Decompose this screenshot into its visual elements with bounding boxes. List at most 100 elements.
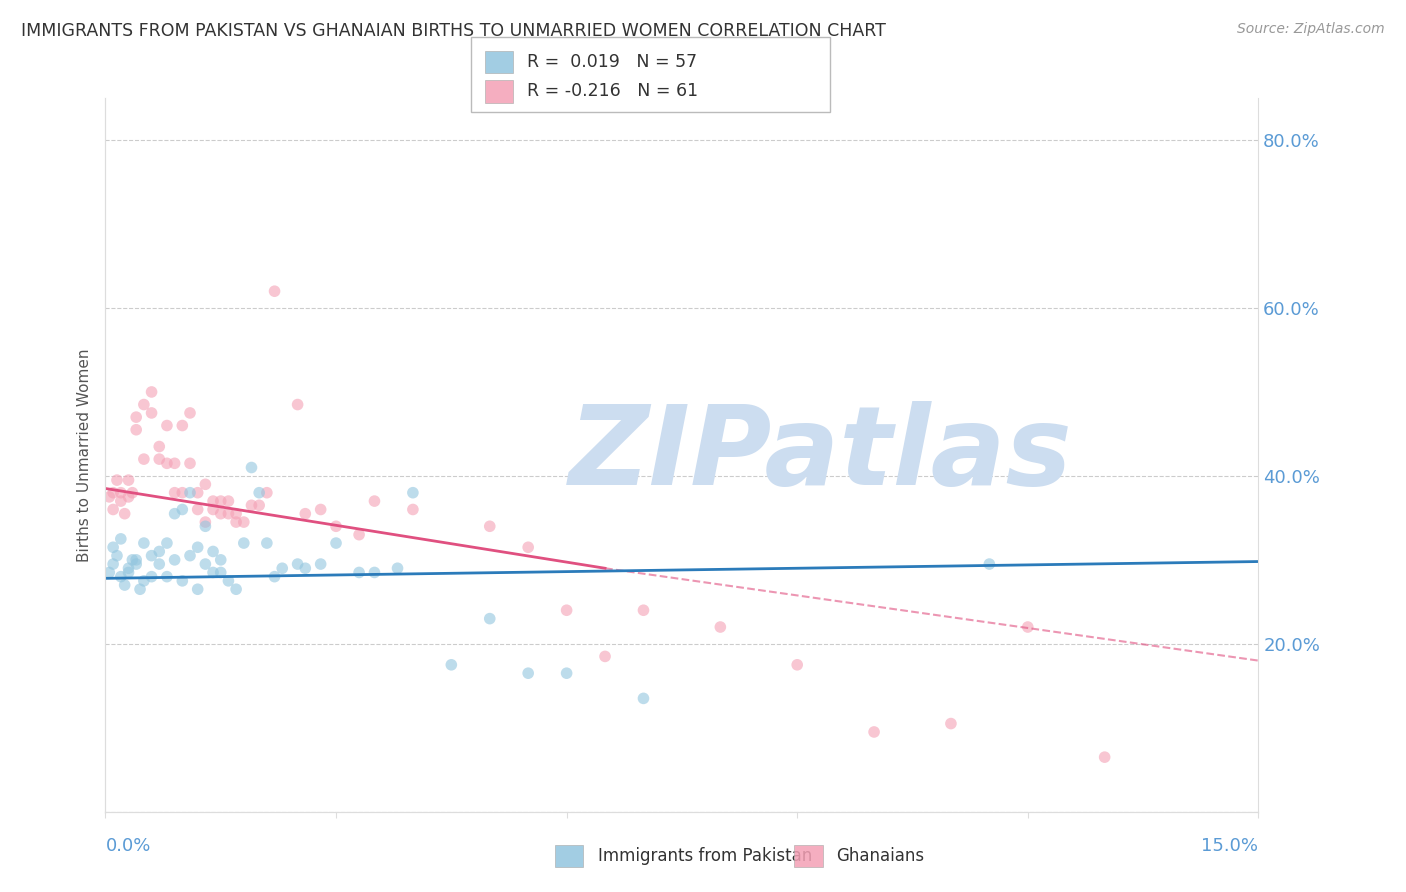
Text: IMMIGRANTS FROM PAKISTAN VS GHANAIAN BIRTHS TO UNMARRIED WOMEN CORRELATION CHART: IMMIGRANTS FROM PAKISTAN VS GHANAIAN BIR… (21, 22, 886, 40)
Text: Ghanaians: Ghanaians (837, 847, 925, 865)
Point (202, 544, 225, 558)
Point (156, 536, 179, 550)
Point (141, 384, 163, 399)
Y-axis label: Births to Unmarried Women: Births to Unmarried Women (76, 348, 91, 562)
Point (363, 494, 385, 508)
Point (294, 507, 316, 521)
Point (256, 536, 278, 550)
Point (98, 566, 121, 580)
Point (593, 649, 616, 664)
Point (387, 561, 409, 575)
Point (117, 490, 139, 504)
Point (117, 566, 139, 580)
Point (979, 557, 1001, 571)
Point (125, 557, 148, 571)
Point (156, 418, 179, 433)
Point (402, 485, 425, 500)
Point (294, 561, 316, 575)
Point (110, 532, 132, 546)
Point (633, 603, 655, 617)
Text: 0.0%: 0.0% (105, 837, 150, 855)
Point (132, 574, 155, 588)
Point (225, 582, 247, 597)
Point (263, 569, 285, 583)
Point (232, 515, 254, 529)
Point (786, 657, 808, 672)
Point (105, 549, 128, 563)
Point (132, 398, 155, 412)
Point (194, 477, 217, 491)
Point (101, 557, 124, 571)
Point (633, 691, 655, 706)
Point (117, 473, 139, 487)
Point (325, 536, 347, 550)
Point (240, 460, 263, 475)
Point (121, 553, 143, 567)
Point (129, 582, 152, 597)
Point (156, 569, 179, 583)
Point (125, 410, 148, 425)
Text: R = -0.216   N = 61: R = -0.216 N = 61 (527, 82, 699, 101)
Point (163, 507, 186, 521)
Point (1094, 750, 1116, 764)
Point (402, 502, 425, 516)
Point (141, 569, 163, 583)
Point (141, 406, 163, 420)
Point (271, 561, 294, 575)
Point (209, 553, 232, 567)
Point (125, 423, 148, 437)
Point (517, 666, 540, 681)
Point (101, 502, 124, 516)
Point (132, 536, 155, 550)
Point (217, 494, 239, 508)
Point (247, 485, 270, 500)
Point (98, 490, 121, 504)
Point (172, 574, 194, 588)
Point (187, 485, 209, 500)
Point (114, 578, 136, 592)
Point (309, 557, 332, 571)
Point (172, 485, 194, 500)
Point (163, 553, 186, 567)
Point (105, 473, 128, 487)
Point (232, 536, 254, 550)
Point (117, 561, 139, 575)
Point (309, 502, 332, 516)
Text: 15.0%: 15.0% (1201, 837, 1258, 855)
Point (247, 498, 270, 512)
Point (163, 485, 186, 500)
Point (202, 566, 225, 580)
Point (125, 553, 148, 567)
Point (709, 620, 731, 634)
Text: Source: ZipAtlas.com: Source: ZipAtlas.com (1237, 22, 1385, 37)
Point (347, 527, 370, 541)
Point (440, 657, 463, 672)
Point (217, 574, 239, 588)
Point (172, 502, 194, 516)
Point (225, 515, 247, 529)
Point (141, 549, 163, 563)
Point (202, 494, 225, 508)
Point (325, 519, 347, 533)
Point (287, 557, 309, 571)
Point (121, 485, 143, 500)
Point (187, 541, 209, 555)
Point (101, 541, 124, 555)
Point (202, 502, 225, 516)
Point (256, 485, 278, 500)
Text: ZIPatlas: ZIPatlas (568, 401, 1073, 508)
Point (148, 440, 170, 454)
Point (179, 456, 201, 470)
Point (179, 549, 201, 563)
Point (114, 507, 136, 521)
Point (101, 485, 124, 500)
Point (179, 406, 201, 420)
Point (347, 566, 370, 580)
Point (194, 515, 217, 529)
Point (478, 612, 501, 626)
Point (939, 716, 962, 731)
Point (110, 485, 132, 500)
Text: Immigrants from Pakistan: Immigrants from Pakistan (598, 847, 811, 865)
Point (110, 569, 132, 583)
Point (517, 541, 540, 555)
